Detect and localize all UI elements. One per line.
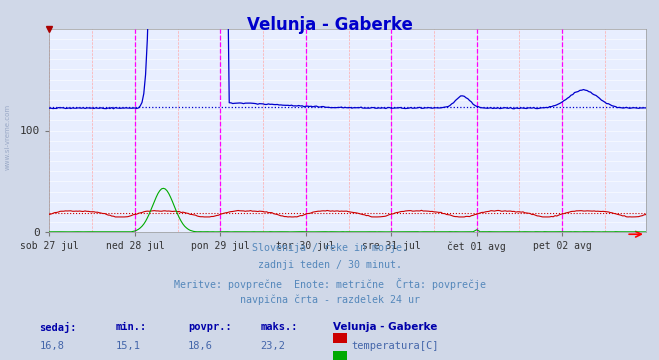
Text: povpr.:: povpr.:	[188, 322, 231, 332]
Text: Meritve: povprečne  Enote: metrične  Črta: povprečje: Meritve: povprečne Enote: metrične Črta:…	[173, 278, 486, 289]
Text: Velunja - Gaberke: Velunja - Gaberke	[246, 16, 413, 34]
Text: sedaj:: sedaj:	[40, 322, 77, 333]
Text: Slovenija / reke in morje.: Slovenija / reke in morje.	[252, 243, 407, 253]
Text: 16,8: 16,8	[40, 341, 65, 351]
Text: temperatura[C]: temperatura[C]	[351, 341, 439, 351]
Text: navpična črta - razdelek 24 ur: navpična črta - razdelek 24 ur	[239, 295, 420, 305]
Text: Velunja - Gaberke: Velunja - Gaberke	[333, 322, 437, 332]
Text: www.si-vreme.com: www.si-vreme.com	[5, 104, 11, 170]
Text: 15,1: 15,1	[115, 341, 140, 351]
Text: zadnji teden / 30 minut.: zadnji teden / 30 minut.	[258, 260, 401, 270]
Text: 23,2: 23,2	[260, 341, 285, 351]
Text: maks.:: maks.:	[260, 322, 298, 332]
Text: 18,6: 18,6	[188, 341, 213, 351]
Text: min.:: min.:	[115, 322, 146, 332]
